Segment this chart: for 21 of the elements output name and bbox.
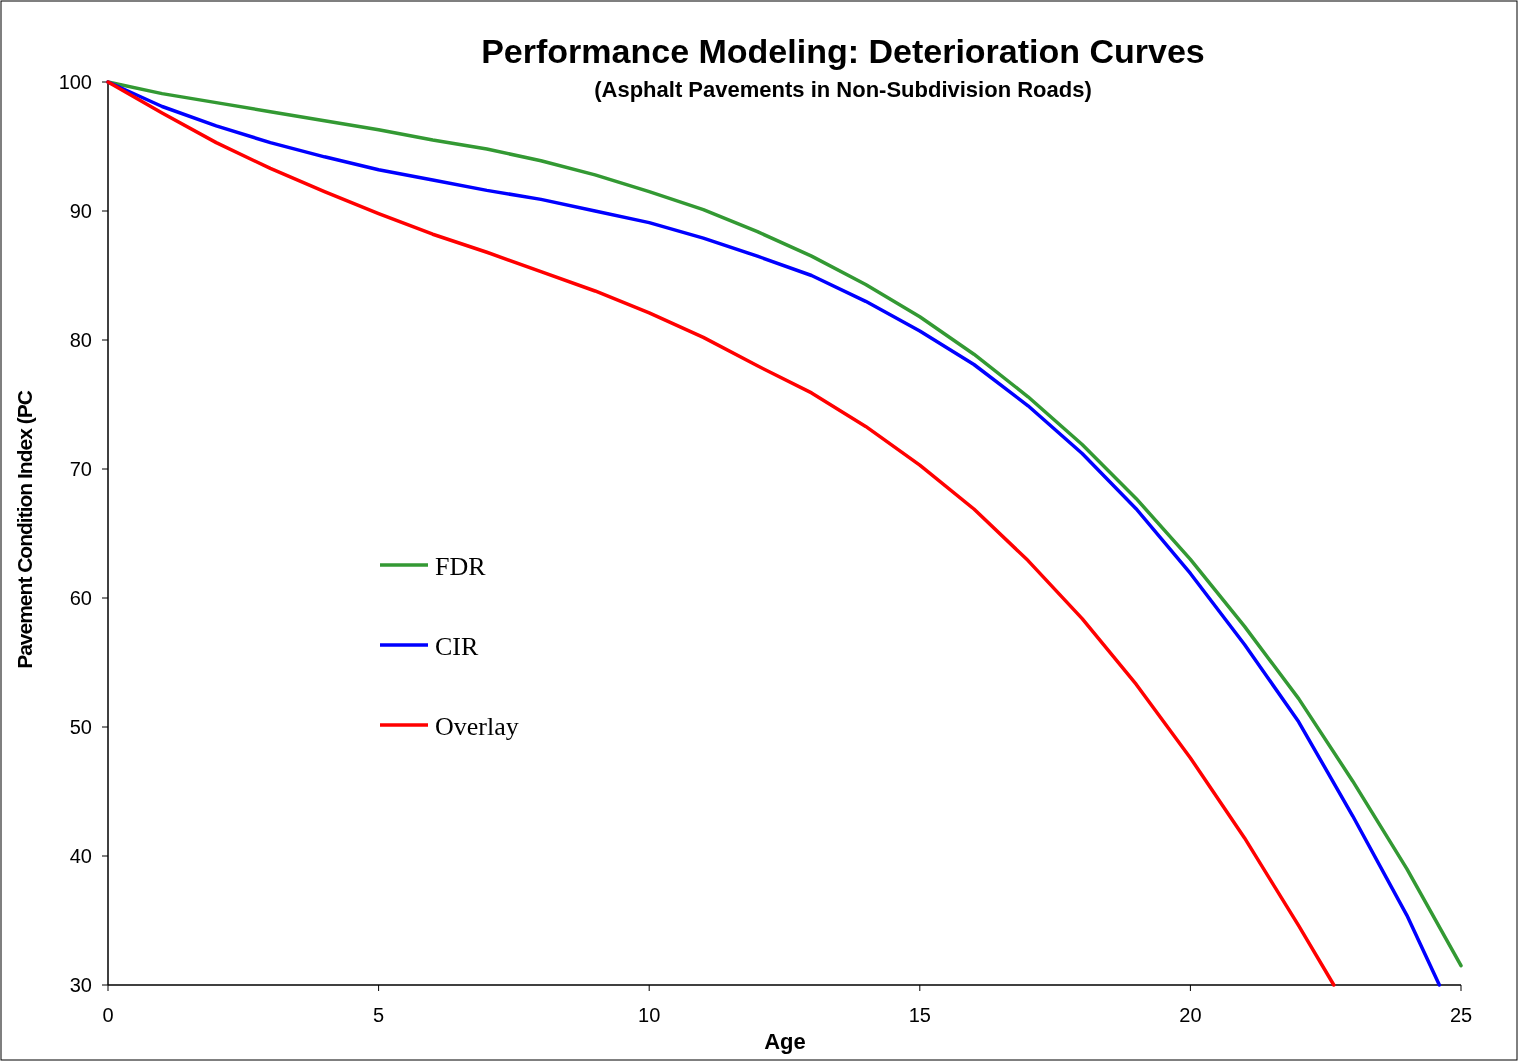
y-axis-title: Pavement Condition Index (PC [13,390,36,669]
legend-label: CIR [435,632,479,661]
y-tick-label: 70 [69,458,92,480]
x-tick-label: 10 [638,1004,661,1026]
y-tick-label: 100 [58,71,92,93]
x-tick-label: 15 [908,1004,931,1026]
y-tick-label: 40 [69,845,92,867]
legend-label: FDR [435,552,487,581]
y-tick-label: 80 [69,329,92,351]
y-tick-label: 50 [69,716,92,738]
x-tick-label: 25 [1449,1004,1473,1026]
chart-subtitle: (Asphalt Pavements in Non-Subdivision Roads) [594,77,1092,102]
y-tick-label: 30 [69,974,92,996]
x-axis-title: Age [764,1029,806,1054]
chart-title: Performance Modeling: Deterioration Curves [481,32,1205,70]
y-tick-label: 90 [69,200,92,222]
legend-label: Overlay [435,712,519,741]
y-tick-label: 60 [69,587,92,609]
x-tick-label: 20 [1179,1004,1202,1026]
x-tick-label: 0 [102,1004,114,1026]
x-tick-label: 5 [373,1004,385,1026]
